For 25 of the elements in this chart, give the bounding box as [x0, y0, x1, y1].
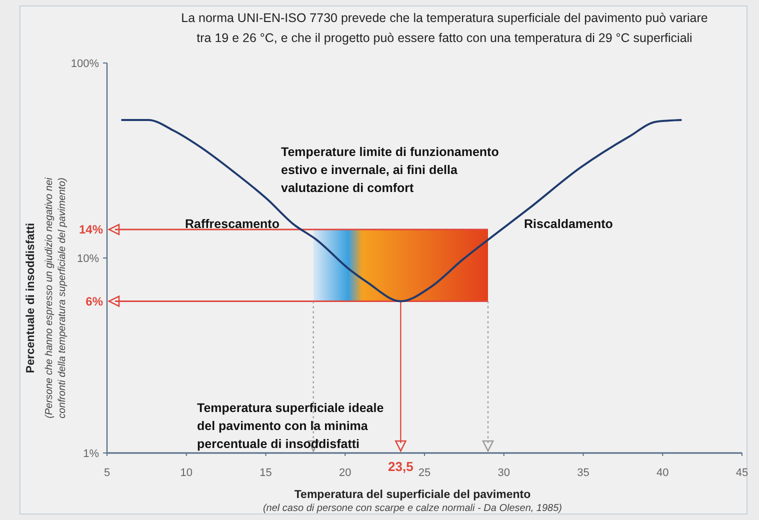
x-axis-title: Temperatura del superficiale del pavimento: [294, 489, 531, 501]
line-series: [120, 119, 683, 302]
x-tick-label: 40: [656, 467, 669, 479]
chart-title: La norma UNI-EN-ISO 7730 prevede che la temperatura superficiale del pavimento può variare tra 19 e 26 °C, e che il progetto può essere fatto con una temperatura di 29 °C superficiali: [181, 11, 708, 45]
y-tick-label: 1%: [83, 448, 100, 460]
x-tick-label: 45: [736, 467, 748, 479]
annotation: Riscaldamento: [524, 217, 614, 231]
ref-line-label: 6%: [86, 294, 104, 308]
y-tick-label: 10%: [76, 253, 100, 265]
annotation: Raffrescamento: [185, 217, 280, 231]
ref-line-label: 14%: [78, 222, 104, 237]
y-axis-title: Percentuale di insoddisfatti: [25, 222, 37, 374]
annotation: Temperature limite di funzionamento estivo e invernale, ai fini della valutazione di comfort: [281, 145, 500, 195]
y-tick-label: 100%: [70, 58, 100, 70]
x-tick-label: 25: [418, 467, 431, 479]
text: (nel caso di persone con scarpe e calze normali - Da Olesen, 1985): [262, 503, 562, 514]
ref-line-label: 23,5: [388, 459, 414, 474]
x-tick-label: 20: [339, 467, 352, 479]
text: (Persone che hanno espresso un giudizio negativo nei confronti della temperatura superficiale del pavimento): [44, 176, 68, 418]
x-tick-label: 10: [180, 467, 192, 479]
x-tick-label: 30: [498, 467, 510, 479]
x-tick-label: 15: [260, 467, 272, 479]
x-tick-label: 5: [104, 467, 110, 479]
x-tick-label: 35: [577, 467, 590, 479]
annotation: Temperatura superficiale ideale del pavimento con la minima percentuale di insoddisfatti: [197, 401, 384, 451]
